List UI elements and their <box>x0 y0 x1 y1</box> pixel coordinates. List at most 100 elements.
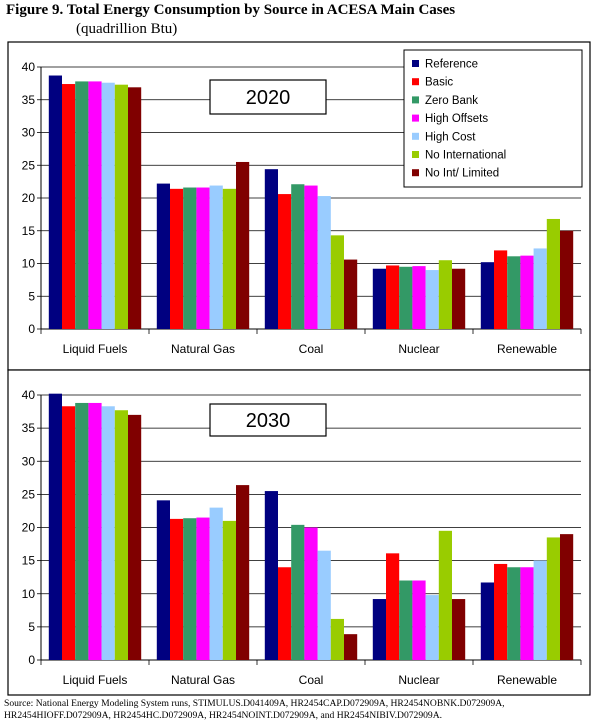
bar-natural-gas-high-offsets <box>196 187 210 329</box>
bar-coal-high-offsets <box>304 185 318 329</box>
bar-natural-gas-no-int-limited <box>236 161 250 329</box>
bar-renewable-high-cost <box>533 560 547 660</box>
bar-nuclear-zero-bank <box>399 580 413 660</box>
category-label: Natural Gas <box>171 673 235 687</box>
bar-natural-gas-zero-bank <box>183 518 197 660</box>
category-label: Renewable <box>497 673 557 687</box>
bar-liquid-fuels-zero-bank <box>75 402 89 660</box>
bar-renewable-basic <box>494 250 508 329</box>
source-note: Source: National Energy Modeling System … <box>4 698 505 721</box>
bar-renewable-high-cost <box>533 248 547 329</box>
y-tick-label: 25 <box>22 158 36 172</box>
bar-liquid-fuels-basic <box>62 406 76 660</box>
legend-swatch-high-cost <box>412 132 419 140</box>
bar-nuclear-high-cost <box>425 270 439 329</box>
y-tick-label: 40 <box>22 388 36 402</box>
bar-coal-zero-bank <box>291 524 305 660</box>
bar-renewable-basic <box>494 563 508 660</box>
bar-coal-basic <box>278 567 292 660</box>
bar-coal-high-cost <box>317 196 331 329</box>
bar-nuclear-no-int-limited <box>452 599 466 660</box>
legend-label-no-int-limited: No Int/ Limited <box>425 168 499 180</box>
bar-renewable-no-int-limited <box>560 534 574 660</box>
bar-coal-high-cost <box>317 550 331 660</box>
category-label: Liquid Fuels <box>63 342 128 356</box>
bar-natural-gas-high-offsets <box>196 517 210 660</box>
y-tick-label: 0 <box>28 653 35 667</box>
bar-renewable-zero-bank <box>507 256 521 329</box>
bar-liquid-fuels-zero-bank <box>75 81 89 329</box>
y-tick-label: 20 <box>22 191 36 205</box>
y-tick-label: 5 <box>28 620 35 634</box>
bar-liquid-fuels-basic <box>62 84 76 329</box>
bar-nuclear-no-international <box>438 260 452 329</box>
y-tick-label: 25 <box>22 487 36 501</box>
y-tick-label: 30 <box>22 454 36 468</box>
figure-subtitle: (quadrillion Btu) <box>76 21 178 37</box>
bar-liquid-fuels-high-cost <box>101 406 115 660</box>
bar-liquid-fuels-reference <box>48 393 62 660</box>
bar-coal-high-offsets <box>304 527 318 660</box>
bar-natural-gas-reference <box>156 183 170 329</box>
bar-nuclear-reference <box>372 599 386 660</box>
bar-liquid-fuels-no-international <box>114 410 128 660</box>
bar-renewable-high-offsets <box>520 255 534 329</box>
y-tick-label: 30 <box>22 126 36 140</box>
bar-liquid-fuels-high-cost <box>101 82 115 329</box>
bar-coal-reference <box>264 169 278 329</box>
legend-label-no-international: No International <box>425 150 506 162</box>
bar-natural-gas-reference <box>156 500 170 660</box>
category-label: Renewable <box>497 342 557 356</box>
y-tick-label: 15 <box>22 224 36 238</box>
chart-panel-2030: 0 5 10 15 20 25 30 35 40 Liquid Fuels Natural Gas C… <box>7 369 591 696</box>
bar-renewable-reference <box>480 262 494 329</box>
legend-swatch-high-offsets <box>412 114 419 122</box>
bar-renewable-no-international <box>546 218 560 329</box>
bar-renewable-zero-bank <box>507 567 521 660</box>
bar-liquid-fuels-reference <box>48 75 62 329</box>
bar-nuclear-basic <box>386 553 400 660</box>
bar-natural-gas-high-cost <box>209 185 223 329</box>
bar-coal-no-int-limited <box>344 634 358 660</box>
bar-natural-gas-basic <box>170 518 184 660</box>
category-label: Coal <box>299 342 324 356</box>
y-tick-label: 40 <box>22 60 36 74</box>
legend-swatch-no-international <box>412 151 419 158</box>
category-label: Nuclear <box>398 342 439 356</box>
legend-swatch-no-int-limited <box>412 169 419 177</box>
bar-natural-gas-no-international <box>222 520 236 660</box>
legend-label-high-offsets: High Offsets <box>425 113 488 125</box>
y-tick-label: 35 <box>22 93 36 107</box>
bar-natural-gas-basic <box>170 188 184 329</box>
year-label: 2030 <box>246 410 291 432</box>
legend-label-high-cost: High Cost <box>425 131 476 143</box>
bar-renewable-reference <box>480 582 494 660</box>
bar-natural-gas-no-int-limited <box>236 485 250 660</box>
bar-coal-no-int-limited <box>344 259 358 329</box>
chart-panel-2020: 0 5 10 15 20 25 30 35 40 Liquid Fuels Natural Gas C… <box>7 41 591 371</box>
bar-nuclear-basic <box>386 265 400 329</box>
legend-label-reference: Reference <box>425 59 478 71</box>
bar-nuclear-no-international <box>438 530 452 660</box>
bar-coal-basic <box>278 194 292 329</box>
bar-nuclear-zero-bank <box>399 266 413 329</box>
legend: Reference Basic Zero Bank High Offsets High … <box>403 49 583 188</box>
bar-liquid-fuels-high-offsets <box>88 81 102 329</box>
y-tick-label: 20 <box>22 521 36 535</box>
bar-renewable-no-international <box>546 537 560 660</box>
bar-coal-reference <box>264 491 278 660</box>
figure-title: Figure 9. Total Energy Consumption by So… <box>6 2 456 18</box>
y-tick-label: 0 <box>28 322 35 336</box>
legend-swatch-reference <box>412 60 419 67</box>
category-label: Nuclear <box>398 673 439 687</box>
bar-renewable-no-int-limited <box>560 230 574 329</box>
bar-coal-no-international <box>330 235 344 329</box>
bar-liquid-fuels-high-offsets <box>88 402 102 660</box>
y-tick-label: 10 <box>22 257 36 271</box>
bar-nuclear-high-offsets <box>412 266 426 329</box>
legend-swatch-basic <box>412 78 419 86</box>
y-tick-label: 10 <box>22 587 36 601</box>
bar-nuclear-reference <box>372 268 386 329</box>
legend-label-zero-bank: Zero Bank <box>425 95 478 107</box>
